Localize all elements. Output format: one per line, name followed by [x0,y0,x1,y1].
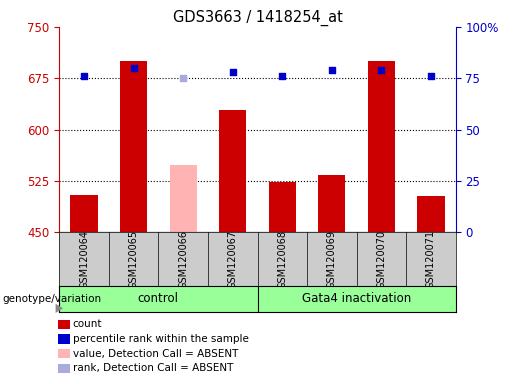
Bar [120,61,147,232]
Text: GSM120064: GSM120064 [79,230,89,289]
Bar [417,196,444,232]
Point [328,67,336,73]
Bar [269,182,296,232]
Bar [169,165,197,232]
Bar [219,111,246,232]
Text: control: control [138,293,179,305]
Text: percentile rank within the sample: percentile rank within the sample [73,334,249,344]
Text: Gata4 inactivation: Gata4 inactivation [302,293,411,305]
Point [129,65,138,71]
Text: GSM120067: GSM120067 [228,230,238,289]
Text: GSM120070: GSM120070 [376,230,386,289]
Text: GSM120065: GSM120065 [129,230,139,289]
Text: GSM120069: GSM120069 [327,230,337,289]
Point [377,67,386,73]
Text: count: count [73,319,102,329]
Text: GSM120066: GSM120066 [178,230,188,289]
Text: genotype/variation: genotype/variation [3,294,101,304]
Text: GSM120068: GSM120068 [277,230,287,289]
Bar [368,61,395,232]
Point [229,69,237,75]
Point [427,73,435,79]
Text: GDS3663 / 1418254_at: GDS3663 / 1418254_at [173,10,342,26]
Bar [318,175,346,232]
Point [80,73,88,79]
Text: GSM120071: GSM120071 [426,230,436,289]
Point [278,73,286,79]
Bar [71,195,98,232]
Point [179,75,187,81]
Text: value, Detection Call = ABSENT: value, Detection Call = ABSENT [73,349,238,359]
Text: rank, Detection Call = ABSENT: rank, Detection Call = ABSENT [73,363,233,373]
